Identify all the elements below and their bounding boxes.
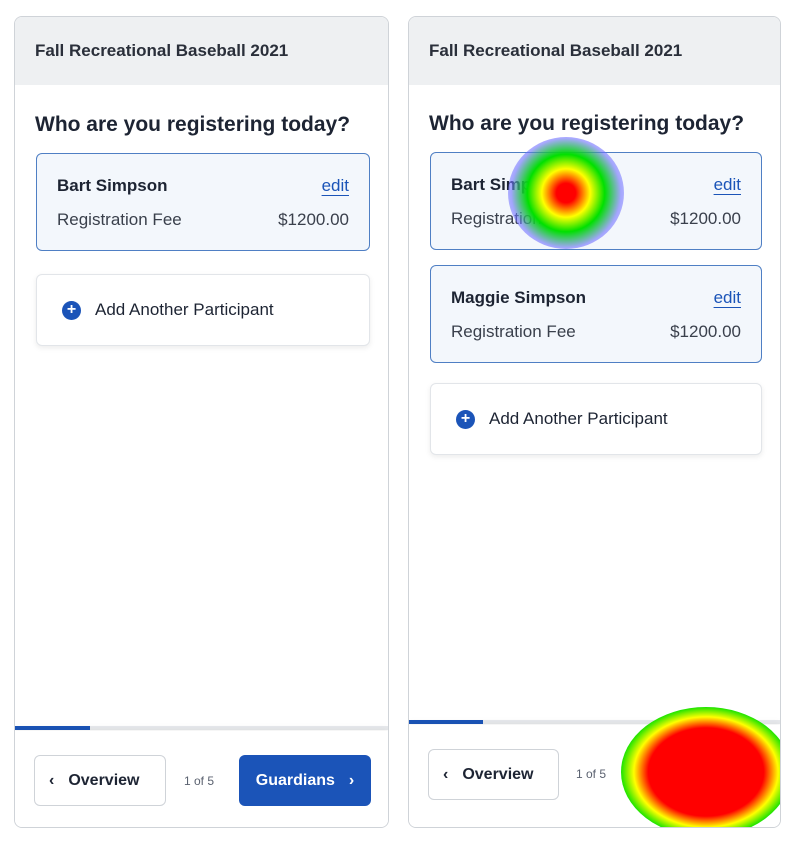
back-button-label: Overview	[462, 765, 534, 783]
progress-fill	[15, 726, 90, 730]
fee-value: $1200.00	[278, 210, 349, 229]
progress-bar	[409, 720, 780, 724]
footer-nav: ‹ Overview 1 of 5 Guardians ›	[15, 731, 388, 827]
fee-label: Registration Fee	[451, 322, 576, 341]
fee-label: Registration Fee	[57, 210, 182, 229]
overview-back-button[interactable]: ‹ Overview	[34, 755, 166, 806]
participant-card: Maggie Simpson edit Registration Fee $12…	[430, 265, 762, 363]
participant-name: Bart Simpson	[451, 175, 562, 194]
plus-circle-icon: +	[62, 300, 81, 320]
edit-participant-link[interactable]: edit	[713, 175, 741, 194]
back-button-label: Overview	[68, 771, 140, 789]
participant-card: Bart Simpson edit Registration Fee $1200…	[430, 152, 762, 250]
registration-panel-right: Fall Recreational Baseball 2021 Who are …	[408, 16, 781, 828]
chevron-left-icon: ‹	[49, 771, 55, 789]
edit-participant-link[interactable]: edit	[713, 288, 741, 307]
participant-name: Maggie Simpson	[451, 288, 587, 307]
progress-fill	[409, 720, 484, 724]
page-question: Who are you registering today?	[35, 113, 351, 136]
add-participant-label: Add Another Participant	[489, 409, 668, 428]
registration-panel-left: Fall Recreational Baseball 2021 Who are …	[14, 16, 389, 828]
guardians-next-button[interactable]: Guardians ›	[239, 755, 371, 806]
overview-back-button[interactable]: ‹ Overview	[428, 749, 559, 800]
participant-card: Bart Simpson edit Registration Fee $1200…	[36, 153, 370, 251]
chevron-right-icon: ›	[348, 771, 355, 789]
add-participant-button[interactable]: + Add Another Participant	[36, 274, 370, 346]
edit-participant-link[interactable]: edit	[321, 176, 349, 195]
fee-value: $1200.00	[670, 209, 741, 228]
panel-title: Fall Recreational Baseball 2021	[409, 17, 780, 85]
footer-nav: ‹ Overview 1 of 5	[409, 725, 780, 827]
plus-circle-icon: +	[456, 409, 475, 429]
panel-title: Fall Recreational Baseball 2021	[15, 17, 388, 85]
add-participant-label: Add Another Participant	[95, 300, 274, 319]
next-button-label: Guardians	[255, 771, 335, 789]
progress-bar	[15, 726, 388, 730]
step-counter: 1 of 5	[184, 774, 215, 788]
fee-label: Registration Fee	[451, 209, 576, 228]
add-participant-button[interactable]: + Add Another Participant	[430, 383, 762, 455]
page-question: Who are you registering today?	[429, 112, 745, 135]
step-counter: 1 of 5	[576, 767, 607, 781]
participant-name: Bart Simpson	[57, 176, 168, 195]
chevron-left-icon: ‹	[443, 765, 449, 783]
next-button[interactable]	[631, 749, 763, 800]
fee-value: $1200.00	[670, 322, 741, 341]
